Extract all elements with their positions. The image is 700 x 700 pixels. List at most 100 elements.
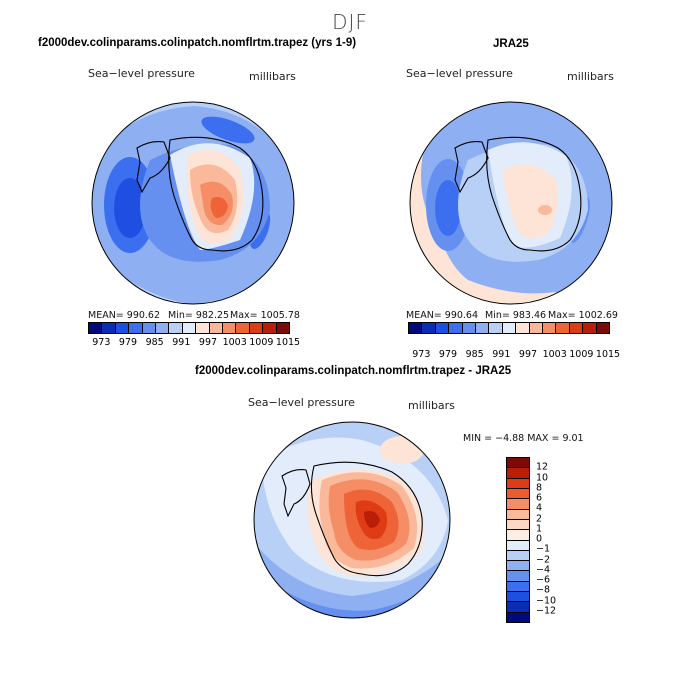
colorbar-swatch <box>516 323 530 333</box>
colorbar-swatch <box>276 323 290 333</box>
colorbar-swatch <box>249 323 264 333</box>
model-mean-stat: MEAN= 990.62 <box>88 310 161 321</box>
colorbar-tick-label: 979 <box>438 349 458 360</box>
diff-panel-title: f2000dev.colinparams.colinpatch.nomflrtm… <box>195 365 512 377</box>
colorbar-swatch <box>435 323 450 333</box>
colorbar-swatch <box>223 323 237 333</box>
model-units-label: millibars <box>249 70 296 83</box>
colorbar-swatch <box>507 592 529 603</box>
colorbar-tick-label: 12 <box>536 461 549 473</box>
colorbar-swatch <box>507 612 529 622</box>
model-min-stat: Min= 982.25 <box>168 310 230 321</box>
colorbar-tick-label: 991 <box>172 337 191 348</box>
model-max-stat: Max= 1005.78 <box>230 310 300 321</box>
colorbar-swatch <box>529 323 544 333</box>
colorbar-swatch <box>507 530 529 541</box>
diff-field-label: Sea−level pressure <box>248 396 355 409</box>
diff-colorbar-ticks: 12 10 8 6 4 2 1 0 −1 −2 −4 −6 −8 −10 −12 <box>536 457 566 621</box>
colorbar-tick-label: −4 <box>536 564 551 576</box>
colorbar-swatch <box>476 323 490 333</box>
colorbar-swatch <box>209 323 224 333</box>
colorbar-swatch <box>169 323 183 333</box>
obs-max-stat: Max= 1002.69 <box>548 310 618 321</box>
colorbar-swatch <box>507 468 529 479</box>
colorbar-tick-label: −1 <box>536 543 551 555</box>
colorbar-tick-label: 1003 <box>222 337 247 348</box>
model-panel-title: f2000dev.colinparams.colinpatch.nomflrtm… <box>38 37 357 49</box>
model-colorbar <box>88 322 290 334</box>
diff-polar-map <box>253 421 451 619</box>
colorbar-tick-label: 1 <box>536 523 543 535</box>
colorbar-tick-label: 985 <box>145 337 164 348</box>
colorbar-swatch <box>449 323 463 333</box>
diff-minmax-stat: MIN = −4.88 MAX = 9.01 <box>463 433 584 444</box>
colorbar-tick-label: 997 <box>198 337 218 348</box>
colorbar-swatch <box>507 602 529 613</box>
colorbar-swatch <box>507 458 529 469</box>
colorbar-tick-label: 2 <box>536 513 543 524</box>
colorbar-swatch <box>507 488 529 500</box>
obs-field-label: Sea−level pressure <box>406 67 513 80</box>
colorbar-swatch <box>462 323 477 333</box>
colorbar-swatch <box>507 571 529 582</box>
colorbar-swatch <box>182 323 197 333</box>
model-colorbar-ticks: 973 979 985 991 997 1003 1009 1015 <box>88 337 300 349</box>
colorbar-tick-label: −2 <box>536 554 551 565</box>
colorbar-swatch <box>502 323 517 333</box>
colorbar-swatch <box>142 323 157 333</box>
colorbar-tick-label: 991 <box>492 349 511 360</box>
colorbar-swatch <box>102 323 116 333</box>
obs-panel-title: JRA25 <box>493 38 529 50</box>
colorbar-swatch <box>422 323 436 333</box>
colorbar-swatch <box>507 561 529 572</box>
colorbar-tick-label: 985 <box>465 349 484 360</box>
colorbar-swatch <box>596 323 610 333</box>
colorbar-tick-label: 1015 <box>595 349 621 360</box>
colorbar-tick-label: 1015 <box>275 337 301 348</box>
colorbar-swatch <box>196 323 210 333</box>
colorbar-swatch <box>583 323 597 333</box>
colorbar-swatch <box>507 478 529 489</box>
colorbar-tick-label: 6 <box>536 492 543 504</box>
colorbar-tick-label: −10 <box>536 595 557 606</box>
obs-units-label: millibars <box>567 70 614 83</box>
colorbar-swatch <box>507 550 529 562</box>
diff-units-label: millibars <box>408 399 455 412</box>
colorbar-tick-label: −6 <box>536 574 551 586</box>
colorbar-tick-label: 1009 <box>249 337 274 348</box>
colorbar-swatch <box>115 323 130 333</box>
colorbar-tick-label: 1009 <box>569 349 594 360</box>
colorbar-tick-label: 8 <box>536 482 543 494</box>
colorbar-swatch <box>569 323 584 333</box>
colorbar-tick-label: −8 <box>536 584 551 596</box>
colorbar-swatch <box>507 540 529 551</box>
colorbar-swatch <box>556 323 570 333</box>
obs-colorbar <box>408 322 610 334</box>
colorbar-tick-label: 10 <box>536 472 549 483</box>
diff-colorbar <box>506 457 530 623</box>
colorbar-swatch <box>507 499 529 510</box>
obs-polar-map <box>409 101 613 305</box>
colorbar-tick-label: 0 <box>536 533 543 545</box>
colorbar-swatch <box>507 581 529 593</box>
colorbar-swatch <box>263 323 277 333</box>
model-polar-map <box>91 101 295 305</box>
colorbar-tick-label: 1003 <box>542 349 567 360</box>
model-field-label: Sea−level pressure <box>88 67 195 80</box>
colorbar-tick-label: 979 <box>118 337 138 348</box>
colorbar-swatch <box>129 323 143 333</box>
colorbar-swatch <box>489 323 503 333</box>
obs-colorbar-ticks: 973 979 985 991 997 1003 1009 1015 <box>408 349 620 361</box>
colorbar-tick-label: 973 <box>412 349 431 360</box>
colorbar-tick-label: 4 <box>536 502 543 514</box>
colorbar-swatch <box>409 323 423 333</box>
colorbar-swatch <box>89 323 103 333</box>
colorbar-swatch <box>543 323 557 333</box>
colorbar-tick-label: −12 <box>536 605 557 617</box>
colorbar-tick-label: 973 <box>92 337 111 348</box>
season-title: DJF <box>332 10 368 34</box>
obs-mean-stat: MEAN= 990.64 <box>406 310 479 321</box>
colorbar-swatch <box>236 323 250 333</box>
obs-min-stat: Min= 983.46 <box>485 310 547 321</box>
colorbar-swatch <box>507 509 529 520</box>
